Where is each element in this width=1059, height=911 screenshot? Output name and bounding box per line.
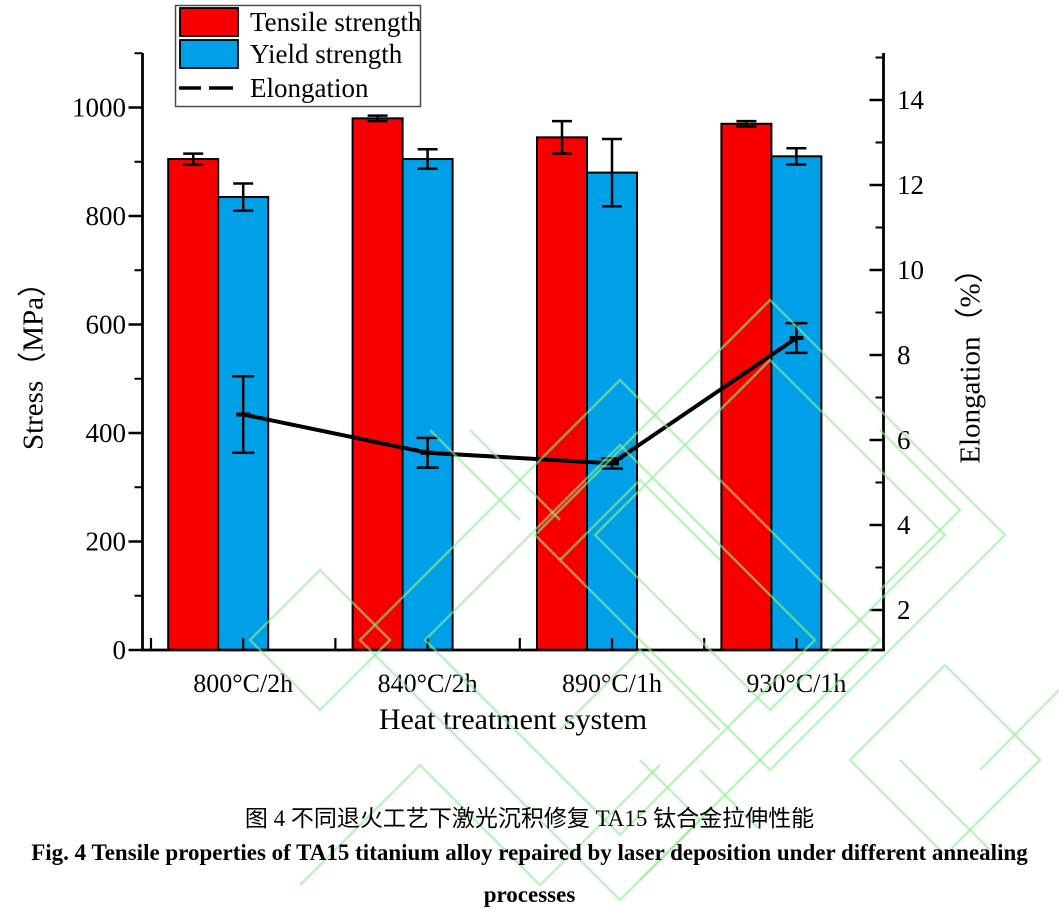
left-tick-label: 400 — [86, 418, 127, 448]
chart: 800°C/2h 840°C/2h 890°C/1h 930°C/1h 0 200 400 6… — [72, 4, 925, 698]
x-tick-label-1: 840°C/2h — [378, 669, 478, 698]
right-tick-label: 14 — [897, 85, 925, 115]
bar-tensile-3 — [720, 122, 773, 651]
right-tick-label: 12 — [897, 170, 924, 200]
left-axis-title: Stress（MPa） — [17, 267, 50, 451]
right-tick-label: 8 — [897, 340, 911, 370]
caption-english: Fig. 4 Tensile properties of TA15 titani… — [31, 840, 1028, 865]
bar-yield-3 — [770, 155, 823, 651]
left-tick-label: 800 — [86, 201, 127, 231]
left-tick-label: 200 — [86, 527, 127, 557]
legend-label-tensile: Tensile strength — [250, 7, 422, 37]
bar-yield-1 — [401, 158, 454, 651]
caption-english-line2: processes — [483, 882, 576, 907]
legend-label-elongation: Elongation — [250, 73, 369, 103]
left-tick-label: 600 — [86, 310, 127, 340]
bar-yield-2 — [586, 171, 638, 651]
bar-tensile-2 — [536, 136, 588, 651]
legend-swatch-tensile — [179, 7, 239, 37]
right-tick-label: 10 — [897, 255, 924, 285]
legend-swatch-yield — [179, 39, 239, 69]
right-tick-label: 6 — [897, 425, 911, 455]
elongation-line — [242, 336, 798, 466]
right-axis-title: Elongation（%） — [954, 254, 987, 464]
bar-tensile-0 — [167, 158, 220, 651]
caption-chinese: 图 4 不同退火工艺下激光沉积修复 TA15 钛合金拉伸性能 — [244, 806, 815, 831]
left-tick-label: 1000 — [72, 93, 126, 123]
right-tick-label: 4 — [897, 510, 911, 540]
x-tick-label-0: 800°C/2h — [193, 669, 293, 698]
bar-tensile-1 — [351, 117, 404, 652]
right-tick-label: 2 — [897, 595, 911, 625]
left-tick-label: 0 — [113, 635, 127, 665]
x-tick-label-3: 930°C/1h — [746, 669, 846, 698]
x-tick-label-2: 890°C/1h — [562, 669, 662, 698]
x-axis-title: Heat treatment system — [378, 703, 648, 736]
legend-label-yield: Yield strength — [250, 39, 403, 69]
